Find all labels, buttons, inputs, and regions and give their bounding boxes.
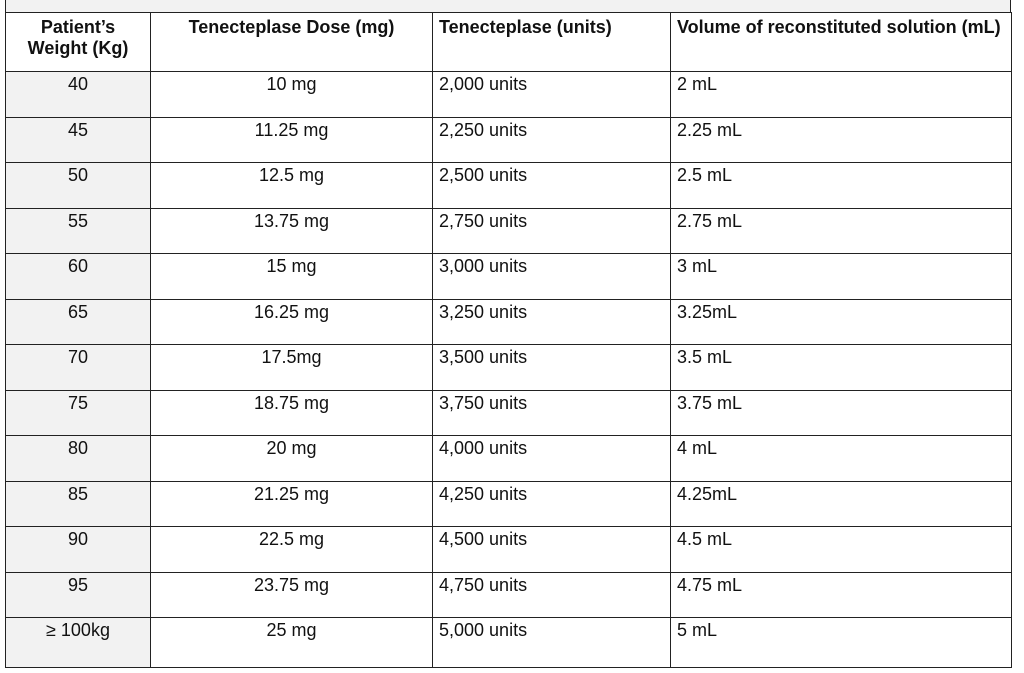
cell-dose-mg: 10 mg — [150, 71, 433, 118]
cell-dose-mg: 18.75 mg — [150, 389, 433, 436]
table-row: 90 22.5 mg 4,500 units 4.5 mL — [5, 526, 1012, 573]
cell-dose-mg: 21.25 mg — [150, 480, 433, 527]
cell-units: 2,500 units — [432, 162, 671, 209]
cell-weight: 70 — [5, 344, 151, 391]
cell-volume: 4.25mL — [670, 480, 1012, 527]
cell-weight: 85 — [5, 480, 151, 527]
cell-dose-mg: 22.5 mg — [150, 526, 433, 573]
cell-units: 3,250 units — [432, 298, 671, 345]
cell-weight: 80 — [5, 435, 151, 482]
cell-dose-mg: 23.75 mg — [150, 571, 433, 618]
cell-units: 3,000 units — [432, 253, 671, 300]
cell-weight: 60 — [5, 253, 151, 300]
cell-dose-mg: 20 mg — [150, 435, 433, 482]
dosing-table: Patient’s Weight (Kg) Tenecteplase Dose … — [5, 12, 1012, 668]
cell-weight: 50 — [5, 162, 151, 209]
table-row: 85 21.25 mg 4,250 units 4.25mL — [5, 480, 1012, 527]
table-row: 45 11.25 mg 2,250 units 2.25 mL — [5, 116, 1012, 163]
table-body: 40 10 mg 2,000 units 2 mL 45 11.25 mg 2,… — [5, 71, 1012, 668]
header-weight: Patient’s Weight (Kg) — [5, 12, 151, 72]
table-row: 50 12.5 mg 2,500 units 2.5 mL — [5, 162, 1012, 209]
table-row: 70 17.5mg 3,500 units 3.5 mL — [5, 344, 1012, 391]
cell-dose-mg: 11.25 mg — [150, 116, 433, 163]
table-row: 55 13.75 mg 2,750 units 2.75 mL — [5, 207, 1012, 254]
cell-weight: 75 — [5, 389, 151, 436]
cell-volume: 3.25mL — [670, 298, 1012, 345]
cell-units: 2,250 units — [432, 116, 671, 163]
cell-volume: 3 mL — [670, 253, 1012, 300]
cell-dose-mg: 15 mg — [150, 253, 433, 300]
cell-volume: 2.5 mL — [670, 162, 1012, 209]
cell-volume: 4.5 mL — [670, 526, 1012, 573]
cell-weight: 55 — [5, 207, 151, 254]
cell-dose-mg: 25 mg — [150, 617, 433, 668]
cell-weight: 90 — [5, 526, 151, 573]
cell-units: 3,500 units — [432, 344, 671, 391]
cell-weight: 65 — [5, 298, 151, 345]
header-units: Tenecteplase (units) — [432, 12, 671, 72]
cell-dose-mg: 16.25 mg — [150, 298, 433, 345]
table-row: 60 15 mg 3,000 units 3 mL — [5, 253, 1012, 300]
header-volume: Volume of reconstituted solution (mL) — [670, 12, 1012, 72]
cell-units: 3,750 units — [432, 389, 671, 436]
table-row: ≥ 100kg 25 mg 5,000 units 5 mL — [5, 617, 1012, 668]
table-row: 75 18.75 mg 3,750 units 3.75 mL — [5, 389, 1012, 436]
cell-volume: 4.75 mL — [670, 571, 1012, 618]
cell-units: 2,000 units — [432, 71, 671, 118]
cell-volume: 4 mL — [670, 435, 1012, 482]
cell-volume: 2.75 mL — [670, 207, 1012, 254]
cell-dose-mg: 13.75 mg — [150, 207, 433, 254]
dosing-table-container: Patient’s Weight (Kg) Tenecteplase Dose … — [5, 0, 1012, 668]
cell-volume: 3.75 mL — [670, 389, 1012, 436]
cell-volume: 5 mL — [670, 617, 1012, 668]
cell-units: 5,000 units — [432, 617, 671, 668]
table-header-row: Patient’s Weight (Kg) Tenecteplase Dose … — [5, 12, 1012, 72]
table-row: 80 20 mg 4,000 units 4 mL — [5, 435, 1012, 482]
cell-volume: 2 mL — [670, 71, 1012, 118]
cell-units: 4,250 units — [432, 480, 671, 527]
cell-volume: 2.25 mL — [670, 116, 1012, 163]
cell-volume: 3.5 mL — [670, 344, 1012, 391]
cell-units: 4,750 units — [432, 571, 671, 618]
cell-units: 4,500 units — [432, 526, 671, 573]
table-row: 40 10 mg 2,000 units 2 mL — [5, 71, 1012, 118]
cell-weight: ≥ 100kg — [5, 617, 151, 668]
cell-weight: 40 — [5, 71, 151, 118]
cell-weight: 95 — [5, 571, 151, 618]
cell-units: 4,000 units — [432, 435, 671, 482]
cell-dose-mg: 12.5 mg — [150, 162, 433, 209]
cell-weight: 45 — [5, 116, 151, 163]
table-row: 65 16.25 mg 3,250 units 3.25mL — [5, 298, 1012, 345]
header-dose-mg: Tenecteplase Dose (mg) — [150, 12, 433, 72]
table-row: 95 23.75 mg 4,750 units 4.75 mL — [5, 571, 1012, 618]
cell-units: 2,750 units — [432, 207, 671, 254]
cell-dose-mg: 17.5mg — [150, 344, 433, 391]
table-top-strip — [5, 0, 1011, 12]
